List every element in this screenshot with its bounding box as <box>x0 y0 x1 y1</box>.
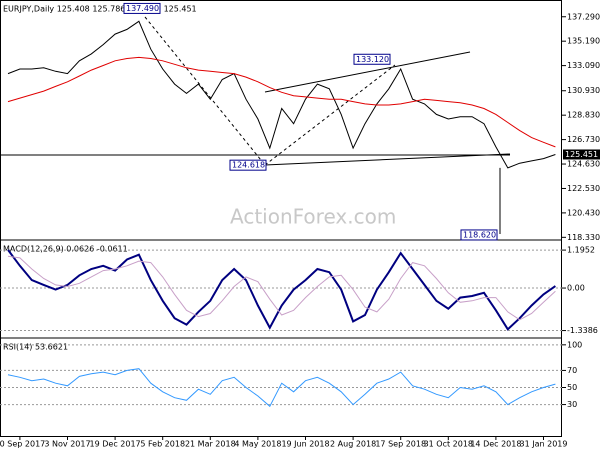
y-tick-label: 137.290 <box>567 12 600 21</box>
series-line <box>7 255 556 321</box>
annotation: 118.620 <box>463 230 496 239</box>
y-tick-label: 70 <box>567 366 577 375</box>
series-line <box>7 368 556 408</box>
x-tick-label: 14 Dec 2018 <box>470 440 521 449</box>
y-tick-label: 120.430 <box>567 208 600 217</box>
y-tick-label: 126.730 <box>567 135 600 144</box>
y-tick-label: 100 <box>567 340 582 349</box>
trendline <box>264 153 511 166</box>
y-tick-label: 133.090 <box>567 61 600 70</box>
annotation: 137.490 <box>126 4 159 13</box>
x-tick-label: 5 Feb 2018 <box>140 440 185 449</box>
annotation-box <box>229 159 267 171</box>
x-tick-label: 17 Sep 2018 <box>375 440 426 449</box>
annotation-box <box>353 53 391 65</box>
annotation-box <box>460 229 498 241</box>
x-tick-label: 20 Sep 2017 <box>0 440 45 449</box>
x-tick-label: 4 May 2018 <box>234 440 281 449</box>
trendline <box>264 51 471 93</box>
y-tick-label: 130.930 <box>567 86 600 95</box>
plot-frame <box>0 0 562 437</box>
y-tick-label: -1.3386 <box>567 326 598 335</box>
x-tick-label: 19 Jun 2018 <box>281 440 329 449</box>
watermark: ActionForex.com <box>230 205 396 229</box>
x-tick-label: 19 Dec 2017 <box>90 440 141 449</box>
y-tick-label: 122.530 <box>567 184 600 193</box>
series-line <box>7 20 556 169</box>
y-tick-label: 135.190 <box>567 37 600 46</box>
y-tick-label: 0.00 <box>567 284 585 293</box>
annotation-box <box>123 2 161 14</box>
panel-title: RSI(14) 53.6621 <box>3 343 68 352</box>
y-tick-label: 124.630 <box>567 160 600 169</box>
trendlines <box>0 16 511 166</box>
y-tick-label: 128.830 <box>567 111 600 120</box>
annotation: 124.618 <box>232 161 265 170</box>
x-tick-label: 3 Nov 2017 <box>44 440 90 449</box>
series-line <box>7 249 556 331</box>
y-tick-label: 30 <box>567 400 577 409</box>
y-tick-label: 1.1952 <box>567 246 595 255</box>
x-tick-label: 2 Aug 2018 <box>330 440 376 449</box>
panel-title: EURJPY,Daily 125.408 125.786 125.348 125… <box>3 5 197 14</box>
y-tick-label: 50 <box>567 383 577 392</box>
x-tick-label: 21 Mar 2018 <box>185 440 236 449</box>
x-tick-label: 31 Jan 2019 <box>520 440 568 449</box>
annotation: 133.120 <box>356 55 389 64</box>
y-tick-label: 118.330 <box>567 233 600 242</box>
last-price-box <box>563 149 600 160</box>
last-price-label: 125.451 <box>565 150 598 159</box>
trendline <box>144 16 266 166</box>
series-line <box>7 56 556 148</box>
x-tick-label: 31 Oct 2018 <box>424 440 473 449</box>
panel-title: MACD(12,26,9) 0.0626 -0.0611 <box>3 245 128 254</box>
